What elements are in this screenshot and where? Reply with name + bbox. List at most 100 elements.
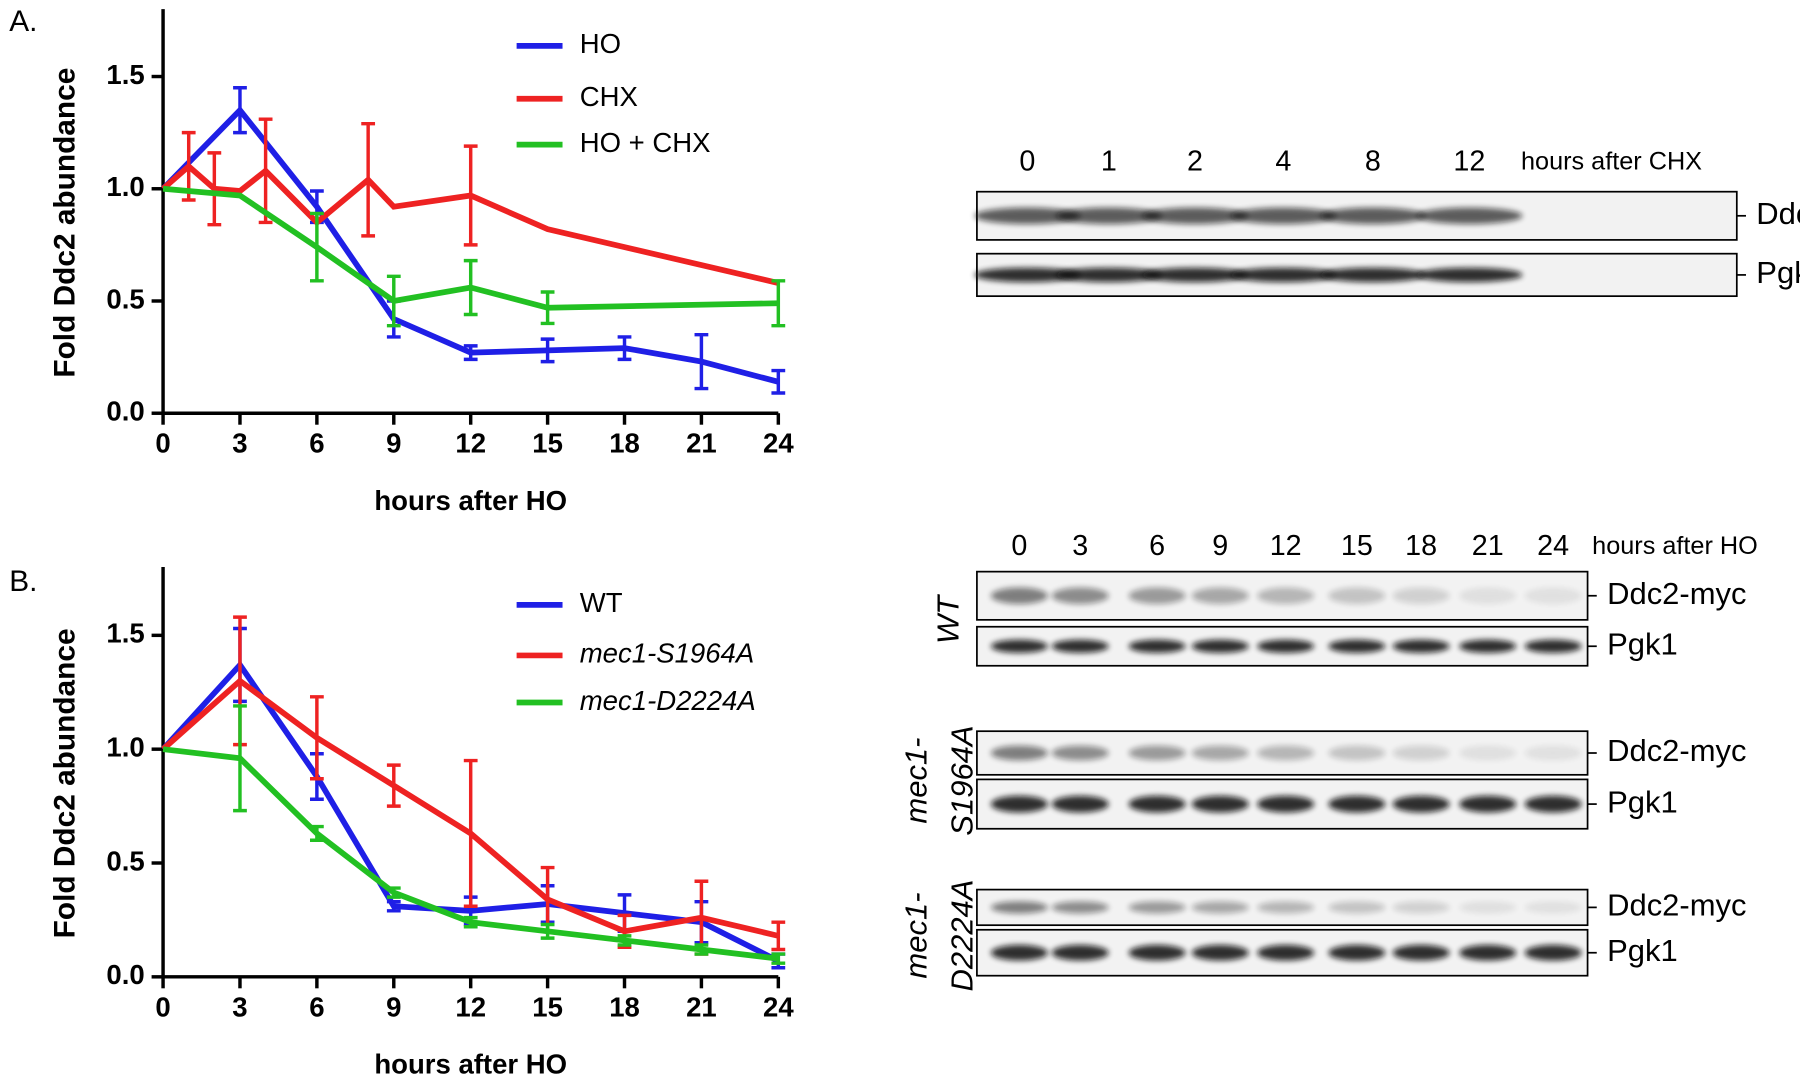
blot-band <box>1257 901 1315 914</box>
blot-band <box>1141 267 1249 283</box>
error-bar <box>309 824 324 842</box>
x-tick-label: 9 <box>386 991 401 1022</box>
y-tick-label: 0.5 <box>106 845 144 876</box>
error-bar <box>771 952 786 965</box>
panel-label: B. <box>9 565 37 598</box>
band-label: Pgk1 <box>1607 784 1678 819</box>
group-label: D2224A <box>944 880 979 992</box>
lane-label: 0 <box>1019 146 1035 178</box>
lane-label: 8 <box>1365 146 1381 178</box>
error-bar <box>463 258 478 317</box>
blot-band <box>1459 795 1517 813</box>
error-bar <box>617 335 632 362</box>
error-bar <box>540 337 555 364</box>
blot-band <box>1459 901 1517 914</box>
x-tick-label: 9 <box>386 428 401 459</box>
blot-band <box>1128 639 1186 653</box>
blot-band <box>1191 944 1249 961</box>
band-label: Pgk1 <box>1607 626 1678 661</box>
x-tick-label: 0 <box>155 991 170 1022</box>
blot-band <box>1141 207 1249 224</box>
lane-label: 6 <box>1149 530 1165 562</box>
blot-band <box>1392 745 1450 761</box>
band-label: Ddc2-myc <box>1607 733 1746 768</box>
error-bar <box>386 274 401 328</box>
lane-axis-label: hours after HO <box>1592 532 1758 560</box>
error-bar <box>771 368 786 395</box>
group-label: WT <box>931 594 966 644</box>
legend-label: WT <box>580 587 623 618</box>
error-bar <box>463 344 478 362</box>
blot-band <box>1191 901 1249 914</box>
blot-band <box>990 587 1048 604</box>
lane-label: 9 <box>1212 530 1228 562</box>
blot-band <box>1230 207 1337 224</box>
y-axis-title: Fold Ddc2 abundance <box>49 628 82 938</box>
lane-label: 1 <box>1101 146 1117 178</box>
band-label: Pgk1 <box>1607 933 1678 968</box>
blot-band <box>1459 944 1517 961</box>
x-tick-label: 3 <box>232 428 247 459</box>
error-bar <box>540 290 555 326</box>
blot-band <box>1051 901 1109 914</box>
blot-band <box>1524 944 1582 961</box>
blot-band <box>1319 267 1427 283</box>
blot-band <box>1319 207 1427 224</box>
error-bar <box>386 886 401 899</box>
x-tick-label: 18 <box>609 991 640 1022</box>
legend-label: mec1-D2224A <box>580 685 756 716</box>
error-bar <box>463 144 478 247</box>
blot-band <box>1459 587 1517 604</box>
blot-band <box>1392 901 1450 914</box>
error-bar <box>233 704 247 813</box>
blot-band <box>1191 587 1249 604</box>
blot-band <box>1051 587 1109 604</box>
error-bar <box>771 920 786 952</box>
legend-label: HO <box>580 28 621 59</box>
blot-band <box>1392 639 1450 653</box>
x-tick-label: 21 <box>686 991 717 1022</box>
blot-band <box>1055 207 1163 224</box>
error-bar <box>617 934 632 947</box>
blot-band <box>1128 901 1186 914</box>
blot-band <box>1524 745 1582 761</box>
blot-band <box>1524 901 1582 914</box>
blot-band <box>1128 745 1186 761</box>
y-tick-label: 0.0 <box>106 396 144 427</box>
panel-label: A. <box>9 5 37 38</box>
blot-band <box>1128 795 1186 813</box>
lane-label: 12 <box>1270 530 1302 562</box>
blot-band <box>1051 944 1109 961</box>
legend-label: mec1-S1964A <box>580 638 754 669</box>
x-tick-label: 12 <box>455 991 486 1022</box>
lane-label: 4 <box>1275 146 1291 178</box>
blot-band <box>1055 267 1163 283</box>
blot-band <box>974 267 1081 283</box>
blot-band <box>1191 795 1249 813</box>
lane-axis-label: hours after CHX <box>1521 148 1702 176</box>
lane-label: 0 <box>1011 530 1027 562</box>
blot-band <box>1416 267 1523 283</box>
blot-band <box>990 745 1048 761</box>
error-bar <box>463 915 478 929</box>
lane-label: 2 <box>1187 146 1203 178</box>
y-tick-label: 1.0 <box>106 171 144 202</box>
x-tick-label: 24 <box>763 428 794 459</box>
blot-band <box>990 901 1048 914</box>
x-tick-label: 6 <box>309 991 324 1022</box>
group-label: mec1- <box>899 892 934 978</box>
blot-band <box>990 944 1048 961</box>
x-tick-label: 24 <box>763 991 794 1022</box>
x-tick-label: 12 <box>455 428 486 459</box>
blot-band <box>1128 944 1186 961</box>
x-axis-title: hours after HO <box>374 1049 567 1079</box>
blot-band <box>974 207 1081 224</box>
y-tick-label: 1.5 <box>106 618 144 649</box>
lane-label: 18 <box>1405 530 1437 562</box>
blot-band <box>1128 587 1186 604</box>
error-bar <box>207 151 222 227</box>
error-bar <box>386 899 401 913</box>
error-bar <box>771 279 786 328</box>
blot-band <box>1257 639 1315 653</box>
